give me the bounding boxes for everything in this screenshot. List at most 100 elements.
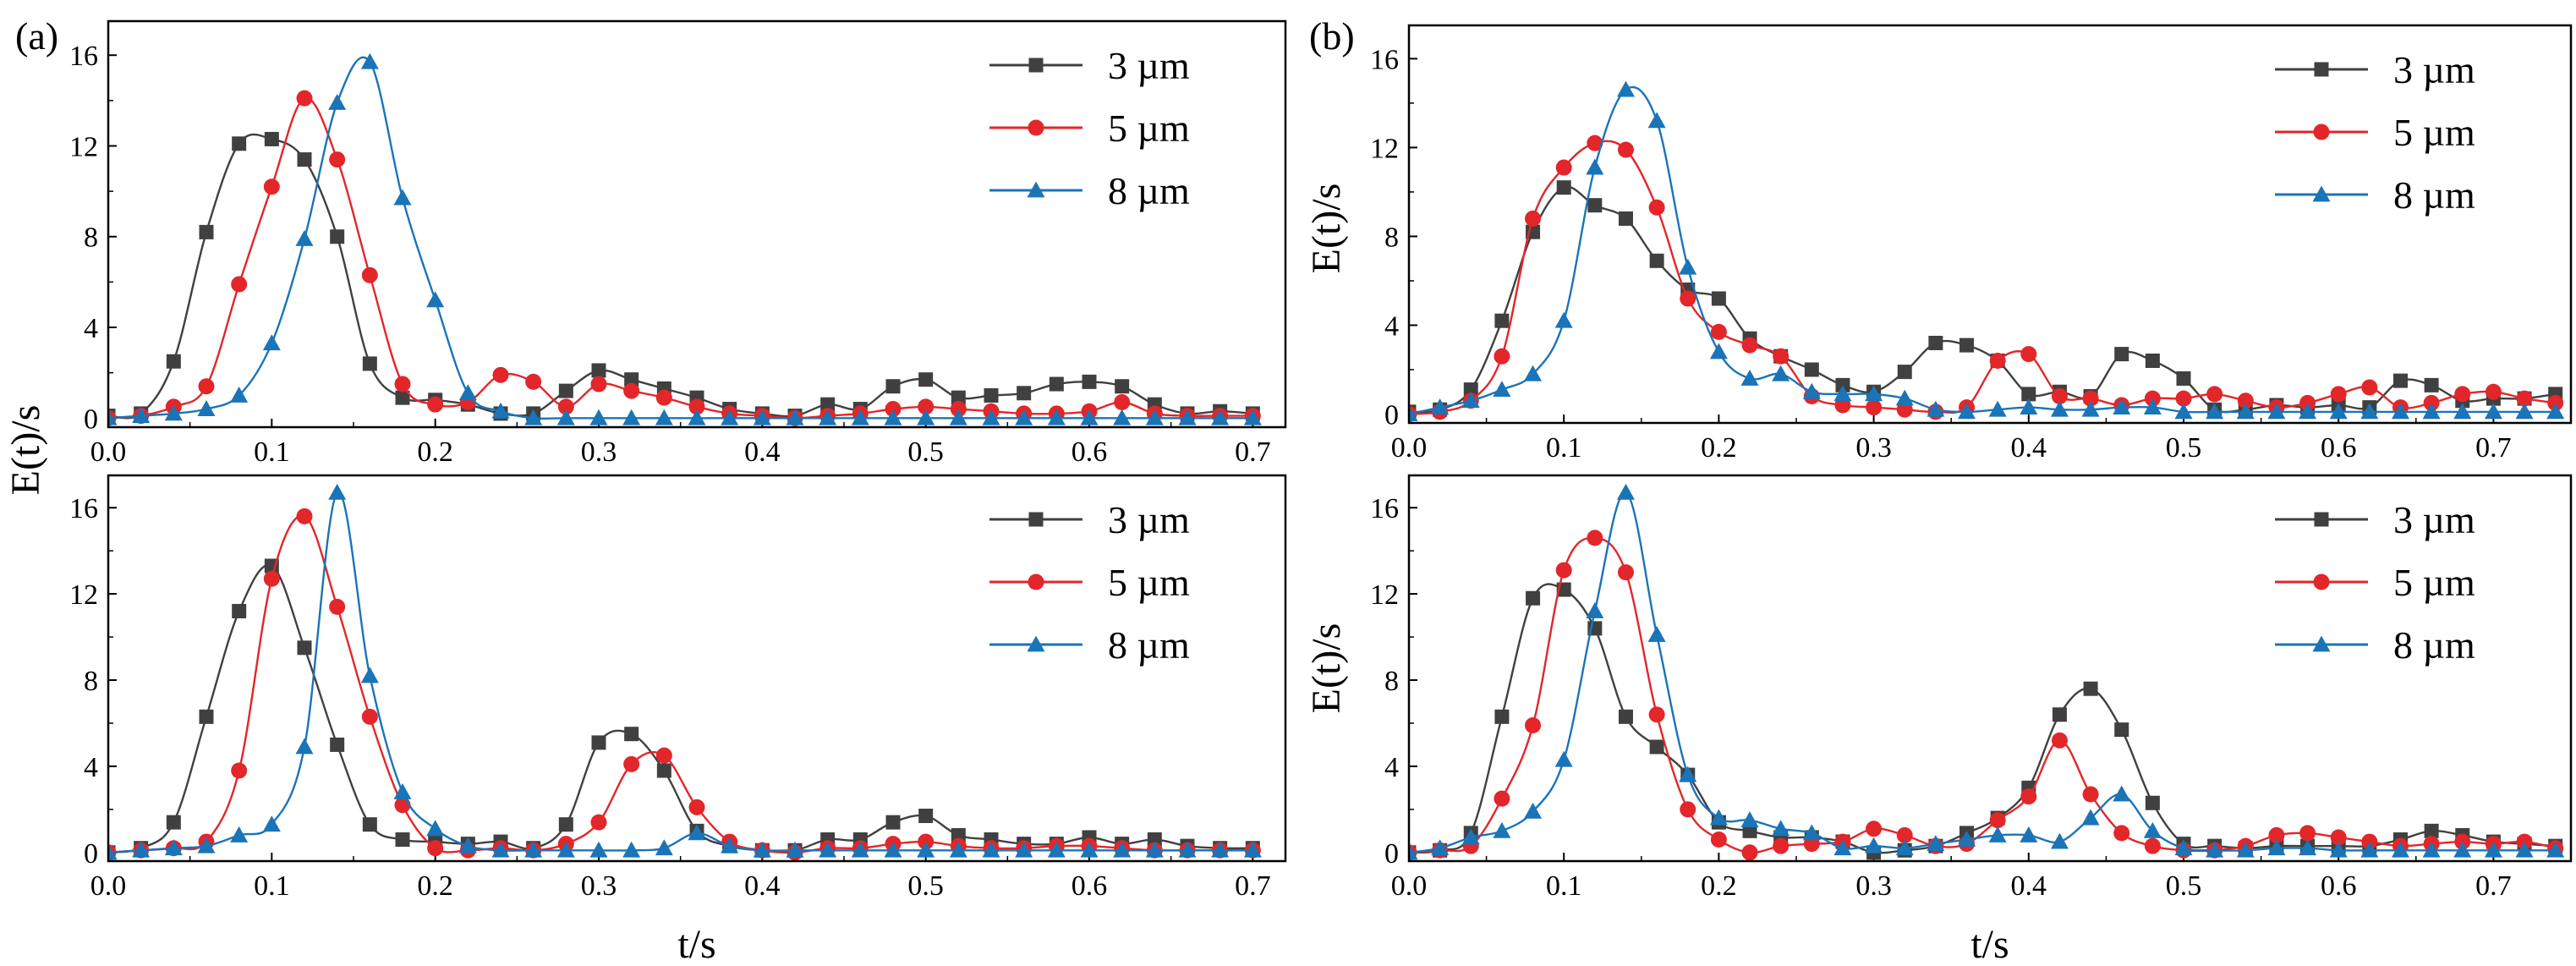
data-point-triangle	[1895, 389, 1914, 406]
data-point-circle	[1617, 141, 1634, 158]
series-line-triangle	[108, 56, 1253, 420]
data-point-triangle	[1772, 365, 1790, 381]
data-point-circle	[492, 366, 509, 383]
data-point-triangle	[295, 229, 314, 246]
data-point-square	[297, 640, 312, 656]
data-point-triangle	[2236, 403, 2255, 420]
x-tick-label: 0.0	[90, 436, 127, 468]
data-point-triangle	[2329, 841, 2348, 858]
legend-label: 8 µm	[2393, 623, 2475, 667]
data-point-circle	[1680, 290, 1696, 307]
y-tick-label: 0	[84, 838, 98, 870]
data-point-triangle	[2484, 403, 2502, 420]
data-point-square	[1928, 335, 1943, 350]
data-point-triangle	[1586, 601, 1604, 618]
data-point-triangle	[2391, 841, 2409, 858]
data-point-triangle	[524, 841, 543, 858]
legend-label: 5 µm	[1108, 107, 1190, 150]
data-point-square	[1082, 374, 1097, 389]
data-point-triangle	[1895, 839, 1914, 856]
data-point-triangle	[1709, 343, 1728, 360]
data-point-circle	[296, 90, 313, 107]
data-point-triangle	[1080, 409, 1099, 425]
data-point-square	[395, 832, 410, 848]
data-point-square	[885, 815, 901, 830]
data-point-triangle	[328, 483, 347, 500]
data-point-square	[2021, 387, 2036, 402]
x-tick-label: 0.1	[1546, 870, 1582, 902]
data-point-triangle	[1178, 409, 1197, 425]
plot-frame	[107, 19, 1287, 429]
data-point-triangle	[1047, 409, 1066, 425]
y-tick-label: 8	[84, 222, 98, 254]
data-point-circle	[1617, 564, 1634, 581]
data-point-circle	[525, 373, 542, 390]
data-point-circle	[1989, 812, 2006, 829]
legend-label: 3 µm	[2393, 498, 2475, 541]
x-tick-label: 0.3	[581, 870, 617, 902]
data-point-triangle	[197, 837, 216, 853]
data-point-circle	[590, 814, 607, 831]
series-line-square	[108, 563, 1253, 853]
data-point-square	[1494, 313, 1510, 328]
data-point-triangle	[2453, 841, 2472, 858]
x-tick-label: 0.3	[1855, 432, 1892, 464]
data-point-triangle	[1524, 365, 1543, 381]
data-point-circle	[2361, 379, 2378, 396]
legend-label: 3 µm	[1108, 44, 1190, 87]
data-point-square	[1463, 382, 1478, 398]
series-group	[108, 52, 1262, 426]
series-line-circle	[108, 96, 1253, 420]
data-point-square	[1649, 739, 1664, 755]
panel-label-a: (a)	[15, 14, 58, 58]
x-tick-label: 0.5	[907, 436, 944, 468]
data-point-triangle	[426, 291, 445, 308]
x-tick-label: 0.4	[744, 436, 781, 468]
data-point-circle	[688, 799, 705, 815]
data-point-triangle	[1015, 409, 1033, 425]
data-point-triangle	[1927, 400, 1945, 417]
data-point-triangle	[2484, 841, 2502, 858]
y-axis-title: E(t)/s	[3, 405, 48, 496]
data-point-triangle	[2050, 832, 2069, 849]
data-point-circle	[623, 755, 640, 772]
data-point-triangle	[753, 409, 771, 425]
data-point-circle	[2144, 837, 2161, 854]
data-point-triangle	[721, 837, 739, 853]
data-point-triangle	[1431, 839, 1450, 856]
data-point-triangle	[786, 409, 804, 425]
data-point-triangle	[884, 409, 902, 425]
data-point-triangle	[655, 409, 673, 425]
legend-label: 8 µm	[1108, 169, 1190, 212]
y-tick-label: 8	[1384, 222, 1399, 253]
data-point-square	[1804, 362, 1819, 377]
data-point-triangle	[688, 409, 706, 425]
data-point-square	[1526, 590, 1541, 606]
data-point-triangle	[491, 402, 510, 419]
data-point-triangle	[786, 841, 804, 858]
data-point-triangle	[2174, 839, 2193, 856]
y-tick-label: 8	[84, 666, 98, 697]
data-point-triangle	[2422, 403, 2441, 420]
data-point-triangle	[2360, 841, 2379, 858]
data-point-circle	[427, 396, 444, 413]
data-point-circle	[2082, 786, 2099, 803]
data-point-triangle	[132, 841, 151, 858]
data-point-circle	[1114, 394, 1131, 411]
data-point-square	[232, 136, 247, 151]
x-tick-label: 0.6	[2321, 432, 2357, 464]
legend-marker-square	[2314, 62, 2329, 77]
data-point-triangle	[2143, 398, 2162, 415]
data-point-triangle	[2546, 403, 2565, 420]
data-point-square	[362, 356, 377, 371]
y-tick-label: 16	[1370, 44, 1399, 75]
data-point-triangle	[1586, 158, 1604, 175]
y-tick-label: 4	[84, 313, 98, 344]
data-point-triangle	[1958, 831, 1976, 847]
data-point-triangle	[851, 841, 869, 858]
data-point-triangle	[622, 409, 641, 425]
legend-marker-square	[1028, 512, 1044, 527]
plot-frame	[1407, 474, 2573, 863]
data-point-circle	[2113, 825, 2130, 842]
data-point-circle	[1741, 337, 1758, 354]
